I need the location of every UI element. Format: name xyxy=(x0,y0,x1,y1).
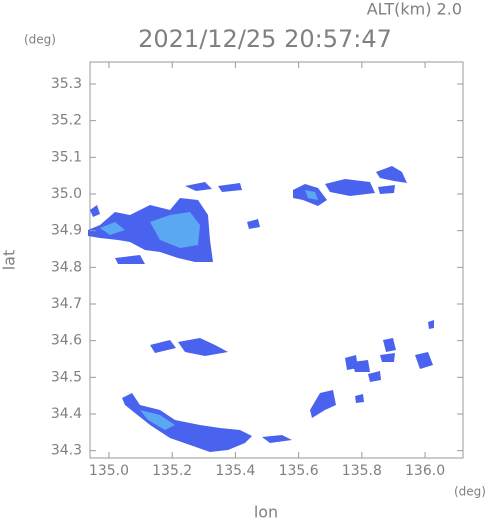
y-unit: (deg) xyxy=(24,33,56,47)
y-tick-label: 34.8 xyxy=(51,259,82,275)
y-axis-label: lat xyxy=(0,250,19,271)
radar-echoes xyxy=(88,166,434,452)
y-tick-label: 34.3 xyxy=(51,443,82,459)
y-tick-label: 35.1 xyxy=(51,149,82,165)
y-tick-label: 35.3 xyxy=(51,76,82,92)
x-unit: (deg) xyxy=(454,485,486,499)
echo-outer xyxy=(88,166,434,452)
y-tick-label: 34.6 xyxy=(51,333,82,349)
echo-core xyxy=(100,190,318,430)
x-axis-label: lon xyxy=(254,503,278,522)
x-tick-label: 135.8 xyxy=(342,463,382,479)
x-tick-label: 135.6 xyxy=(279,463,319,479)
y-tick-label: 35.2 xyxy=(51,113,82,129)
y-tick-label: 34.5 xyxy=(51,369,82,385)
y-tick-label: 35.0 xyxy=(51,186,82,202)
x-tick-label: 136.0 xyxy=(405,463,445,479)
chart-title: 2021/12/25 20:57:47 xyxy=(138,25,392,53)
y-tick-label: 34.9 xyxy=(51,223,82,239)
x-tick-label: 135.2 xyxy=(152,463,192,479)
y-tick-label: 34.7 xyxy=(51,296,82,312)
altitude-label: ALT(km) 2.0 xyxy=(367,0,462,19)
y-tick-label: 34.4 xyxy=(51,406,82,422)
x-tick-label: 135.4 xyxy=(215,463,255,479)
plot-frame xyxy=(89,61,464,459)
x-tick-label: 135.0 xyxy=(89,463,129,479)
